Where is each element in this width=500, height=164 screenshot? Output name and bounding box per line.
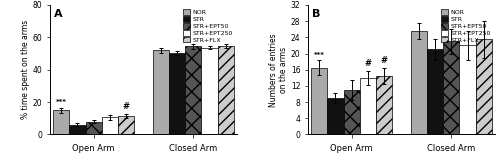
Bar	[328, 98, 344, 134]
Bar	[118, 116, 134, 134]
Text: ***: ***	[314, 52, 324, 58]
Text: A: A	[54, 9, 62, 19]
Bar	[185, 46, 202, 134]
Bar	[376, 76, 392, 134]
Text: #: #	[122, 102, 130, 111]
Legend: NOR, STR, STR+EPT50, STR+EPT250, STR+FLX: NOR, STR, STR+EPT50, STR+EPT250, STR+FLX	[182, 8, 234, 44]
Bar	[53, 110, 70, 134]
Bar	[218, 46, 234, 134]
Text: B: B	[312, 9, 320, 19]
Text: #: #	[380, 56, 388, 65]
Text: ***: ***	[56, 99, 66, 105]
Bar	[102, 117, 118, 134]
Bar	[444, 41, 460, 134]
Bar	[476, 39, 492, 134]
Y-axis label: % time spent on the arms: % time spent on the arms	[21, 20, 30, 119]
Bar	[70, 125, 86, 134]
Text: #: #	[364, 59, 372, 68]
Bar	[169, 53, 185, 134]
Bar	[411, 31, 427, 134]
Bar	[360, 78, 376, 134]
Bar	[86, 122, 102, 134]
Bar	[153, 50, 169, 134]
Bar	[202, 48, 218, 134]
Bar	[427, 50, 444, 134]
Legend: NOR, STR, STR+EPT50, STR+EPT250, STR+FLX: NOR, STR, STR+EPT50, STR+EPT250, STR+FLX	[440, 8, 492, 44]
Bar	[344, 90, 360, 134]
Bar	[460, 45, 475, 134]
Bar	[311, 68, 328, 134]
Y-axis label: Numbers of entries
on the arms: Numbers of entries on the arms	[268, 33, 288, 106]
